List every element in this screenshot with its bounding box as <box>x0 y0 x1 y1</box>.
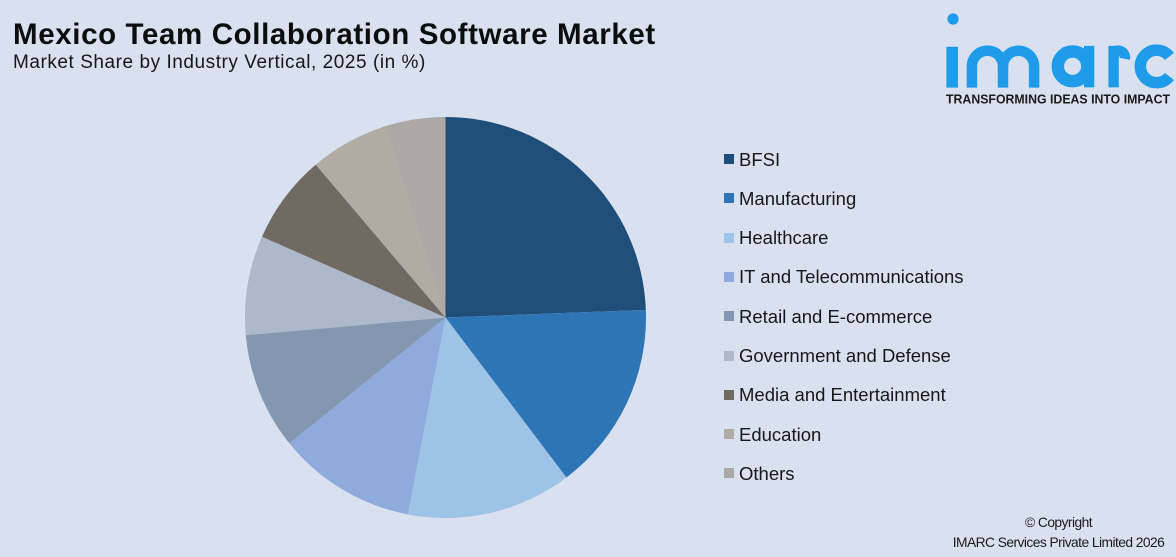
svg-text:TRANSFORMING IDEAS INTO IMPACT: TRANSFORMING IDEAS INTO IMPACT <box>946 93 1170 107</box>
